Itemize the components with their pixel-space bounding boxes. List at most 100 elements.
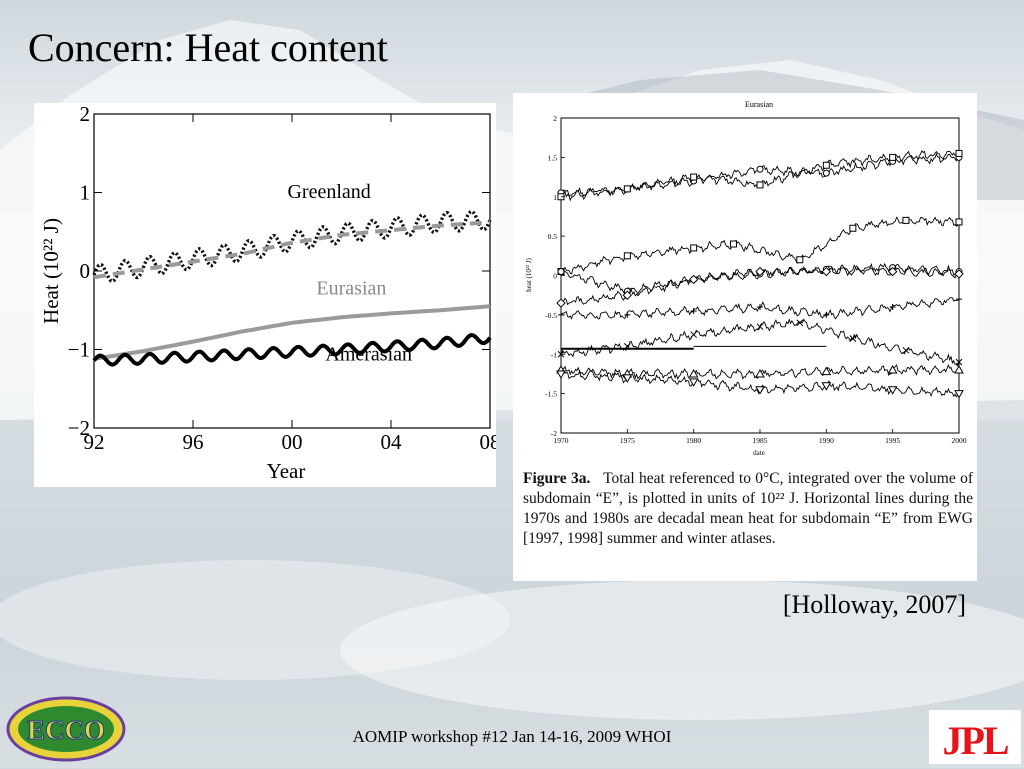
figure-series-2-marker xyxy=(756,181,764,189)
jpl-logo-text: JPL xyxy=(942,718,1007,763)
figure-series-6-marker xyxy=(956,296,962,303)
figure-y-tick-label-1: 1 xyxy=(553,193,557,202)
figure-caption-label: Figure 3a. xyxy=(523,470,591,487)
figure-x-tick-label-2000: 2000 xyxy=(952,436,967,445)
jpl-logo-mark: JPL xyxy=(942,718,1009,763)
y-tick-label-1: 1 xyxy=(80,181,91,205)
figure-x-axis-label: date xyxy=(753,449,765,457)
figure-series-8-marker xyxy=(755,368,765,378)
figure-series-line-3 xyxy=(560,216,960,275)
figure-series-5-marker xyxy=(954,269,964,279)
figure-series-6-marker xyxy=(889,304,896,310)
figure-series-7-marker xyxy=(902,346,910,354)
figure-series-8-marker xyxy=(821,366,832,376)
figure-series-3-marker xyxy=(623,252,631,260)
figure-series-line-2 xyxy=(560,150,960,202)
figure-series-9-marker xyxy=(688,378,699,387)
figure-series-5-marker xyxy=(755,266,765,277)
figure-series-3-marker xyxy=(729,240,737,248)
series-line-greenland-smoothed xyxy=(93,220,491,280)
series-line-greenland xyxy=(92,209,492,284)
figure-y-tick-label--0.5: -0.5 xyxy=(545,311,557,320)
holloway-figure-panel: Eurasian 1970 1975 1980 1985 1990 1995 2000 2 1.… xyxy=(513,93,977,581)
figure-x-tick-label-1990: 1990 xyxy=(819,436,834,445)
figure-x-tick-label-1975: 1975 xyxy=(620,436,635,445)
series-annotation-eurasian: Eurasian xyxy=(316,278,386,300)
figure-series-7-marker xyxy=(955,358,963,366)
y-tick-label-0: 0 xyxy=(80,259,91,283)
figure-series-9-marker xyxy=(821,382,832,391)
figure-series-5-marker xyxy=(622,290,633,300)
figure-series-5-marker xyxy=(556,298,566,308)
figure-y-tick-label--1.5: -1.5 xyxy=(545,390,557,399)
figure-series-9-marker xyxy=(887,386,898,395)
series-line-amerasian xyxy=(92,333,492,367)
figure-x-tick-label-1985: 1985 xyxy=(753,436,768,445)
x-axis-label: Year xyxy=(267,459,306,483)
y-tick-label--1: −1 xyxy=(68,338,90,362)
figure-series-8-marker xyxy=(954,364,964,374)
figure-y-tick-label-0.5: 0.5 xyxy=(548,232,558,241)
figure-x-tick-label-1995: 1995 xyxy=(885,436,900,445)
figure-series-9-marker xyxy=(755,386,765,395)
figure-series-2-marker xyxy=(623,185,631,193)
y-tick-label--2: −2 xyxy=(68,416,90,440)
figure-series-9-marker xyxy=(556,370,566,379)
series-line-eurasian xyxy=(93,304,491,361)
figure-y-tick-label-2: 2 xyxy=(553,114,557,123)
figure-series-2-marker xyxy=(889,153,897,161)
x-tick-label-04: 04 xyxy=(381,430,403,454)
figure-series-3-marker xyxy=(955,218,963,226)
figure-caption: Figure 3a. Total heat referenced to 0°C,… xyxy=(523,469,973,549)
plot-frame xyxy=(93,113,491,429)
figure-series-4-marker xyxy=(557,268,565,276)
figure-series-7-marker xyxy=(756,323,764,331)
figure-series-2-marker xyxy=(955,149,963,157)
figure-series-3-marker xyxy=(690,244,698,252)
x-tick-label-92: 92 xyxy=(84,430,105,454)
figure-series-7-marker xyxy=(690,331,698,338)
figure-series-7-marker xyxy=(796,319,804,327)
figure-series-6-marker xyxy=(690,307,697,314)
figure-y-tick-label-0: 0 xyxy=(553,272,557,281)
figure-series-1-marker xyxy=(822,169,830,177)
y-tick-label-2: 2 xyxy=(80,103,91,126)
figure-y-axis-label: heat (10²² J) xyxy=(525,257,533,291)
figure-series-1-marker xyxy=(756,165,764,173)
figure-x-tick-label-1980: 1980 xyxy=(686,436,701,445)
figure-series-2-marker xyxy=(690,173,698,181)
citation: [Holloway, 2007] xyxy=(782,590,966,619)
x-tick-label-00: 00 xyxy=(282,430,303,454)
y-axis-label: Heat (10²² J) xyxy=(39,218,63,324)
figure-series-3-marker xyxy=(902,216,910,224)
heat-content-chart: 92 96 00 04 08 2 1 0 −1 −2 Heat (10²² J) Year Gre… xyxy=(39,102,501,483)
figure-series-2-marker xyxy=(822,161,830,169)
figure-y-tick-label-1.5: 1.5 xyxy=(548,153,558,162)
x-tick-label-96: 96 xyxy=(183,430,204,454)
figure-series-6-marker xyxy=(823,311,830,318)
figure-series-8-marker xyxy=(887,364,898,374)
figure-title: Eurasian xyxy=(745,100,773,109)
figure-y-tick-label--1: -1 xyxy=(551,350,557,359)
figure-series-9-marker xyxy=(622,374,633,383)
figure-series-3-marker xyxy=(849,224,857,232)
series-annotation-amerasian: Amerasian xyxy=(325,343,412,365)
figure-series-8-marker xyxy=(688,368,699,378)
heat-content-chart-panel: 92 96 00 04 08 2 1 0 −1 −2 Heat (10²² J) Year Gre… xyxy=(34,102,501,487)
figure-series-3-marker xyxy=(796,256,804,264)
figure-y-tick-label--2: -2 xyxy=(551,429,557,438)
figure-series-5-marker xyxy=(887,266,898,277)
eurasian-heat-figure: Eurasian 1970 1975 1980 1985 1990 1995 2000 2 1.… xyxy=(525,100,967,457)
figure-series-5-marker xyxy=(821,266,832,277)
figure-series-6-marker xyxy=(624,311,631,318)
figure-caption-text: Total heat referenced to 0°C, integrated… xyxy=(523,470,973,547)
slide-title: Concern: Heat content xyxy=(28,25,388,70)
ecco-logo: ECCO xyxy=(6,696,126,762)
figure-series-line-1 xyxy=(560,152,960,197)
figure-series-5-marker xyxy=(688,274,699,285)
x-tick-label-08: 08 xyxy=(480,430,497,454)
jpl-logo: JPL xyxy=(929,710,1021,764)
footer-text: AOMIP workshop #12 Jan 14-16, 2009 WHOI xyxy=(352,727,672,746)
figure-x-tick-label-1970: 1970 xyxy=(554,436,569,445)
series-annotation-greenland: Greenland xyxy=(287,181,370,203)
